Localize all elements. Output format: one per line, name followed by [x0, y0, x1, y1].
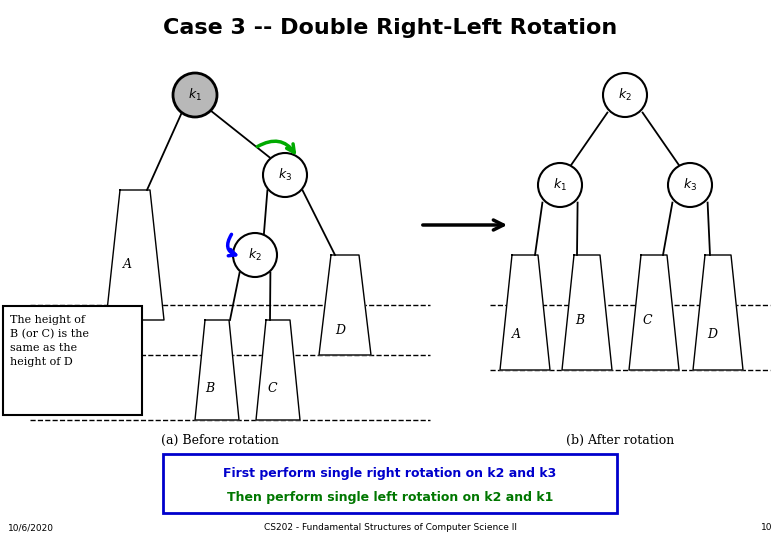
Circle shape — [538, 163, 582, 207]
FancyBboxPatch shape — [163, 454, 617, 513]
Text: (a) Before rotation: (a) Before rotation — [161, 434, 279, 447]
Text: B: B — [576, 314, 584, 327]
Text: D: D — [335, 323, 345, 336]
Text: $k_2$: $k_2$ — [618, 87, 632, 103]
Polygon shape — [106, 190, 164, 320]
Circle shape — [263, 153, 307, 197]
Polygon shape — [500, 255, 550, 370]
Circle shape — [173, 73, 217, 117]
Text: 10/6/2020: 10/6/2020 — [8, 523, 54, 532]
Text: D: D — [707, 328, 717, 341]
Text: C: C — [268, 381, 277, 395]
FancyArrowPatch shape — [257, 141, 294, 152]
Text: $k_1$: $k_1$ — [553, 177, 567, 193]
Circle shape — [603, 73, 647, 117]
Text: $k_1$: $k_1$ — [188, 87, 202, 103]
Text: Case 3 -- Double Right-Left Rotation: Case 3 -- Double Right-Left Rotation — [163, 18, 617, 38]
FancyArrowPatch shape — [228, 234, 236, 256]
Text: Then perform single left rotation on k2 and k1: Then perform single left rotation on k2 … — [227, 490, 553, 503]
Text: (b) After rotation: (b) After rotation — [566, 434, 674, 447]
Polygon shape — [629, 255, 679, 370]
Text: A: A — [122, 259, 132, 272]
FancyBboxPatch shape — [3, 306, 142, 415]
Polygon shape — [256, 320, 300, 420]
Polygon shape — [319, 255, 371, 355]
Text: C: C — [642, 314, 652, 327]
Circle shape — [233, 233, 277, 277]
Text: A: A — [512, 328, 520, 341]
Text: First perform single right rotation on k2 and k3: First perform single right rotation on k… — [223, 467, 557, 480]
Text: $k_3$: $k_3$ — [278, 167, 292, 183]
Text: B: B — [205, 381, 215, 395]
Polygon shape — [195, 320, 239, 420]
Text: $k_3$: $k_3$ — [683, 177, 697, 193]
Circle shape — [668, 163, 712, 207]
Text: 10: 10 — [760, 523, 772, 532]
Polygon shape — [693, 255, 743, 370]
Polygon shape — [562, 255, 612, 370]
Text: $k_2$: $k_2$ — [248, 247, 262, 263]
Text: The height of
B (or C) is the
same as the
height of D: The height of B (or C) is the same as th… — [10, 315, 89, 367]
Text: CS202 - Fundamental Structures of Computer Science II: CS202 - Fundamental Structures of Comput… — [264, 523, 516, 532]
